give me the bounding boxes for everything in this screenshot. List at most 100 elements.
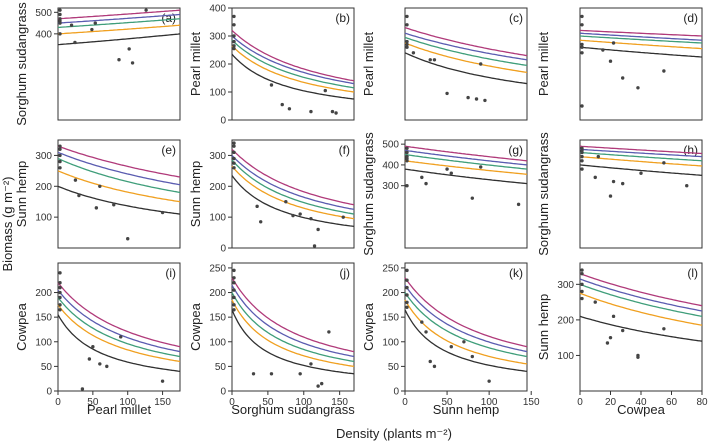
data-point — [284, 200, 288, 204]
fit-curve-3 — [231, 159, 355, 215]
fit-curve-2 — [404, 32, 528, 61]
data-point — [130, 61, 135, 65]
x-tick-label: 150 — [523, 397, 540, 408]
y-tick-label: 200 — [557, 315, 574, 326]
fit-curve-1 — [404, 277, 528, 348]
data-point — [601, 48, 605, 52]
data-point — [611, 179, 616, 184]
data-point — [69, 23, 74, 27]
fit-curve-2 — [57, 151, 181, 186]
y-tick-label: 300 — [382, 181, 399, 192]
y-tick-label: 200 — [35, 288, 52, 299]
y-axis-label: Sorghum sudangrass — [14, 2, 29, 126]
data-point — [593, 175, 597, 180]
data-point — [320, 381, 324, 386]
fit-curve-5 — [579, 315, 703, 342]
data-point — [420, 320, 424, 324]
y-tick-label: 200 — [209, 60, 226, 71]
fit-curve-5 — [57, 33, 181, 46]
y-tick-label: 200 — [209, 288, 226, 299]
data-point — [405, 285, 409, 290]
fit-curve-1 — [579, 29, 703, 37]
fit-curve-2 — [579, 32, 703, 41]
fit-curve-4 — [579, 155, 703, 167]
y-tick-label: 300 — [209, 32, 226, 43]
data-point — [232, 34, 236, 38]
column-x-label: Pearl millet — [87, 402, 152, 417]
y-axis-label: Cowpea — [188, 302, 203, 350]
data-point — [90, 27, 94, 32]
fit-curve-2 — [579, 148, 703, 158]
y-tick-label: 50 — [215, 362, 227, 373]
x-tick-label: 50 — [87, 397, 99, 408]
data-point — [611, 314, 616, 319]
x-tick-label: 0 — [402, 397, 408, 408]
data-point — [58, 153, 62, 158]
data-point — [312, 244, 317, 248]
data-point — [580, 282, 584, 287]
fit-curve-3 — [231, 39, 355, 89]
data-point — [432, 58, 437, 62]
panel-label: (i) — [165, 266, 176, 280]
data-point — [327, 330, 331, 334]
data-point — [424, 181, 428, 186]
y-tick-label: 250 — [209, 263, 226, 274]
data-point — [428, 58, 432, 62]
x-tick-label: 80 — [696, 397, 708, 408]
data-point — [596, 154, 600, 159]
data-point — [58, 12, 62, 17]
data-point — [58, 290, 62, 295]
x-tick-label: 0 — [577, 397, 583, 408]
data-point — [112, 203, 116, 207]
data-point — [470, 196, 475, 200]
fit-curve-5 — [404, 52, 528, 85]
data-point — [449, 344, 453, 349]
data-point — [405, 14, 409, 19]
fit-curve-2 — [404, 149, 528, 166]
data-point — [405, 300, 409, 305]
fit-curve-5 — [404, 309, 528, 372]
y-axis-label: Pearl millet — [536, 31, 551, 96]
plot-frame — [231, 139, 355, 249]
fit-curve-4 — [231, 45, 355, 93]
data-point — [405, 146, 409, 151]
fit-curve-1 — [579, 145, 703, 155]
data-point — [280, 102, 284, 107]
data-point — [287, 107, 292, 111]
data-point — [479, 62, 483, 66]
data-point — [405, 150, 409, 155]
y-tick-label: 400 — [209, 4, 226, 15]
data-point — [160, 379, 165, 383]
data-point — [98, 362, 102, 366]
fit-curve-5 — [57, 314, 181, 372]
data-point — [93, 21, 97, 25]
y-axis-label: Sorghum sudangrass — [536, 132, 551, 256]
data-point — [309, 216, 313, 221]
y-tick-label: 300 — [557, 280, 574, 291]
fit-curve-1 — [57, 9, 181, 20]
data-point — [405, 159, 409, 163]
data-point — [608, 335, 613, 340]
fit-curve-5 — [404, 168, 528, 185]
y-tick-label: 500 — [35, 8, 52, 19]
data-point — [73, 178, 78, 182]
panel-g: Sorghum sudangrass (g) 300 400 500 — [361, 132, 528, 256]
data-point — [232, 288, 236, 292]
data-point — [87, 357, 92, 361]
data-point — [105, 364, 109, 369]
data-point — [119, 335, 123, 339]
plot-frame — [404, 7, 528, 121]
y-tick-label: 500 — [382, 140, 399, 151]
data-point — [411, 51, 416, 55]
fit-curve-3 — [579, 283, 703, 317]
data-point — [424, 330, 428, 334]
data-point — [405, 45, 409, 49]
y-tick-label: 300 — [209, 151, 226, 162]
data-point — [662, 69, 666, 73]
data-point — [405, 23, 409, 27]
fit-curve-3 — [57, 157, 181, 194]
data-point — [580, 159, 584, 163]
data-point — [127, 47, 131, 51]
fit-curve-4 — [404, 42, 528, 74]
data-point — [232, 308, 236, 312]
